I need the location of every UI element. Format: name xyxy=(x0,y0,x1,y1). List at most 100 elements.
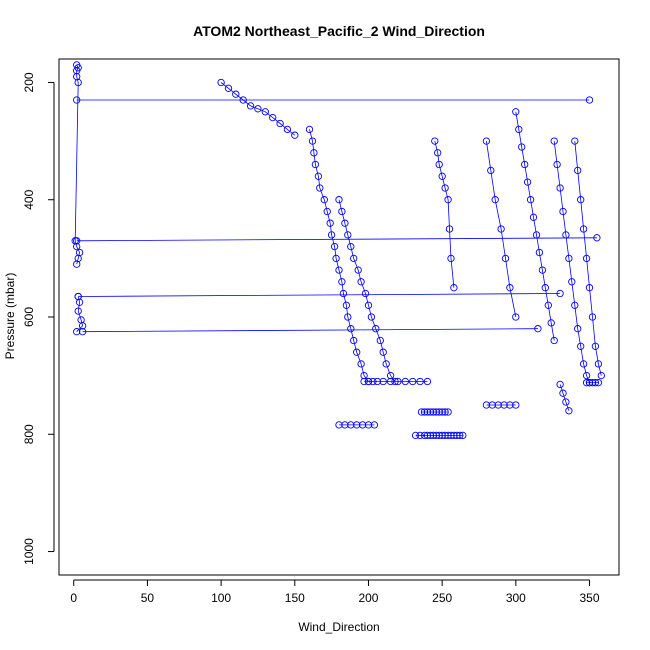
x-tick-label: 0 xyxy=(70,591,77,605)
data-point xyxy=(386,371,395,380)
data-point xyxy=(441,184,449,192)
data-point xyxy=(339,289,348,298)
data-point xyxy=(538,266,547,274)
y-tick-label: 200 xyxy=(22,72,36,92)
data-point xyxy=(338,207,346,216)
data-point xyxy=(523,178,532,186)
data-point xyxy=(556,380,564,389)
data-point xyxy=(341,421,349,429)
x-tick-label: 150 xyxy=(285,591,305,605)
data-point xyxy=(308,137,317,145)
data-point xyxy=(341,219,349,227)
data-point xyxy=(579,225,588,233)
data-point xyxy=(369,377,377,386)
data-point xyxy=(594,360,603,368)
data-point xyxy=(320,196,328,204)
data-point xyxy=(512,108,520,116)
data-point xyxy=(338,278,346,286)
data-point xyxy=(372,325,380,333)
data-point xyxy=(585,96,594,104)
data-point xyxy=(444,408,452,416)
data-point xyxy=(217,78,225,87)
data-point xyxy=(283,125,292,134)
data-point xyxy=(327,231,336,239)
data-point xyxy=(358,421,367,429)
data-point xyxy=(491,196,499,204)
x-tick-label: 200 xyxy=(358,591,378,605)
data-point xyxy=(423,408,432,416)
data-point xyxy=(73,67,81,75)
data-point xyxy=(78,328,87,336)
data-point xyxy=(314,172,323,180)
data-point xyxy=(494,401,502,409)
data-point xyxy=(541,284,549,292)
data-point xyxy=(450,431,458,440)
data-point xyxy=(409,377,417,386)
data-point xyxy=(565,254,573,263)
data-point xyxy=(305,125,314,134)
data-point xyxy=(332,254,340,263)
data-point xyxy=(335,196,343,204)
x-tick-label: 50 xyxy=(141,591,155,605)
data-point xyxy=(585,379,594,387)
data-point xyxy=(335,266,343,274)
data-point xyxy=(420,408,429,416)
series-line xyxy=(338,199,396,382)
data-point xyxy=(553,160,561,169)
data-point xyxy=(435,160,443,169)
data-point xyxy=(574,166,582,175)
data-point xyxy=(456,431,464,440)
data-point xyxy=(316,184,324,192)
data-point xyxy=(361,289,370,298)
data-point xyxy=(562,398,570,406)
y-axis-label: Pressure (mbar) xyxy=(3,273,17,360)
data-point xyxy=(550,137,558,145)
data-point xyxy=(291,131,299,139)
data-point xyxy=(232,90,240,98)
data-point xyxy=(350,336,358,345)
data-point xyxy=(500,401,508,409)
y-tick-label: 800 xyxy=(22,424,36,444)
data-point xyxy=(445,225,454,233)
data-point xyxy=(577,196,585,204)
x-tick-label: 100 xyxy=(211,591,231,605)
data-point xyxy=(310,149,318,157)
data-point xyxy=(73,242,81,251)
data-point xyxy=(447,431,455,440)
data-point xyxy=(224,84,233,92)
data-point xyxy=(364,301,373,309)
data-point xyxy=(447,254,455,263)
data-point xyxy=(438,431,446,440)
data-point xyxy=(591,342,600,350)
data-point xyxy=(246,102,255,110)
data-point xyxy=(73,260,81,268)
data-point xyxy=(416,377,424,386)
data-point xyxy=(73,237,81,245)
series-line xyxy=(515,111,555,341)
data-point xyxy=(423,377,432,386)
data-point xyxy=(556,184,564,192)
data-point xyxy=(423,431,432,440)
data-point xyxy=(353,348,361,356)
data-point xyxy=(330,242,339,251)
data-point xyxy=(487,166,495,175)
data-point xyxy=(594,379,603,387)
data-point xyxy=(373,377,381,386)
data-point xyxy=(571,137,579,145)
x-axis: 0 50 100 150 200 250 300 350 xyxy=(70,579,600,605)
data-point xyxy=(426,431,435,440)
data-point xyxy=(506,401,514,409)
data-point xyxy=(526,196,535,204)
data-point xyxy=(344,231,352,239)
data-point xyxy=(426,408,435,416)
data-point xyxy=(582,254,591,263)
data-point xyxy=(579,360,588,368)
data-point xyxy=(360,377,368,386)
x-tick-label: 350 xyxy=(580,591,600,605)
data-point xyxy=(432,408,440,416)
data-point xyxy=(585,284,594,292)
x-tick-label: 300 xyxy=(506,591,526,605)
data-point xyxy=(434,149,442,157)
data-points xyxy=(71,61,605,440)
data-point xyxy=(441,431,449,440)
